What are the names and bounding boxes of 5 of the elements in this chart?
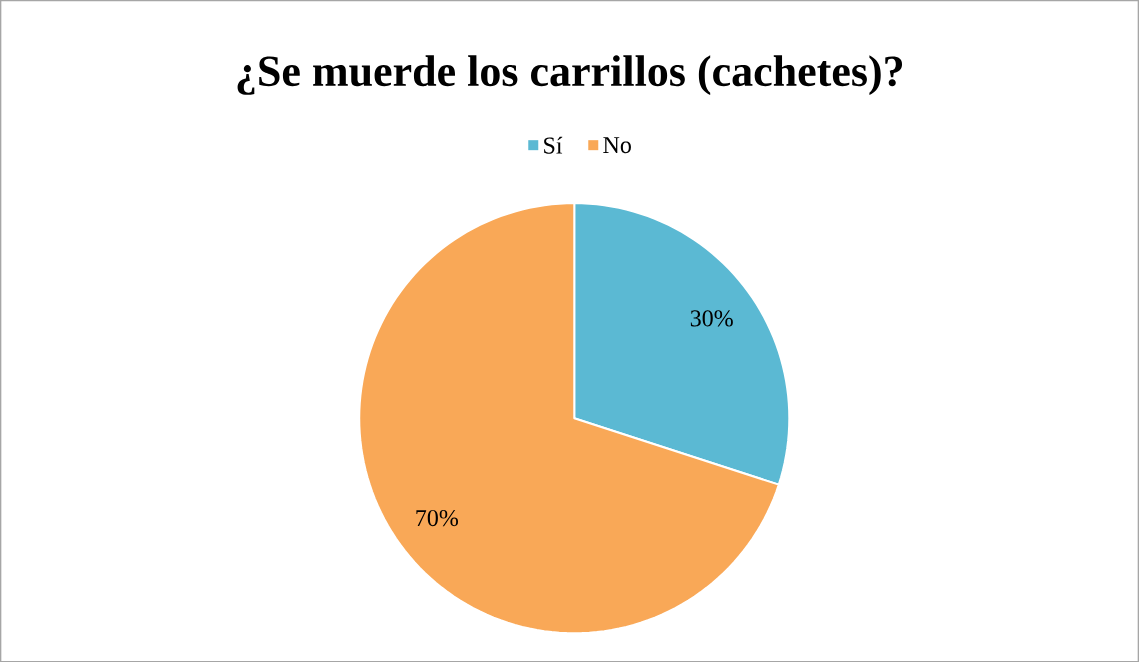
legend-label: Sí: [544, 136, 563, 154]
chart-title: ¿Se muerde los carrillos (cachetes)?: [237, 55, 903, 95]
data-label: 70%: [416, 509, 459, 527]
legend-label: No: [603, 136, 631, 153]
data-label: 30%: [690, 310, 733, 327]
